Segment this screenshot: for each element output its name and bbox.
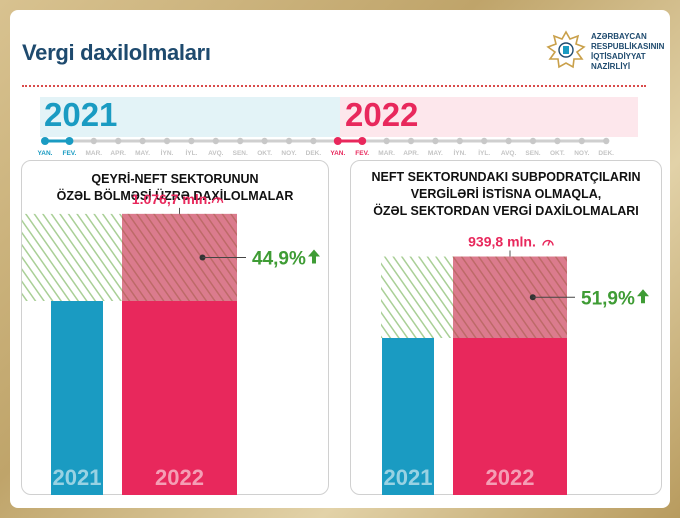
- timeline-month-label: SEN.: [233, 150, 248, 157]
- timeline-month-label: APR.: [110, 150, 126, 157]
- timeline-dot: [90, 137, 98, 145]
- timeline-month-label: NOY.: [574, 150, 589, 157]
- gauge-icon: [542, 239, 554, 246]
- timeline-dot: [261, 137, 268, 145]
- timeline-dot: [333, 137, 342, 145]
- timeline-dot: [188, 137, 195, 145]
- chart-title-line: VERGİLƏRİ İSTİSNA OLMAQLA,: [410, 187, 602, 201]
- ministry-name: AZƏRBAYCAN RESPUBLİKASININ İQTİSADİYYAT …: [591, 32, 664, 72]
- timeline-dot: [115, 137, 122, 145]
- timeline-month-label: OKT.: [550, 150, 565, 157]
- chart-title: NEFT SEKTORUNDAKI SUBPODRATÇILARIN VERGİ…: [351, 169, 661, 220]
- timeline-month-label: SEN.: [525, 150, 540, 157]
- bar-chart: 2021 2022 939,8 mln. 51,9%: [381, 234, 649, 495]
- growth-label: 51,9%: [581, 288, 635, 309]
- timeline-dot: [212, 137, 219, 145]
- bar-category-label: 2022: [155, 465, 204, 490]
- value-label: 1.076,7 mln.: [132, 191, 211, 207]
- band-2022: [340, 97, 638, 137]
- timeline-dot: [578, 137, 585, 145]
- chart-panel-private-sector: NEFT SEKTORUNDAKI SUBPODRATÇILARIN VERGİ…: [350, 160, 662, 495]
- page-title: Vergi daxilolmaları: [22, 40, 211, 65]
- bar-category-label: 2021: [384, 465, 433, 490]
- ministry-line: AZƏRBAYCAN: [591, 32, 647, 41]
- timeline-month-label: AVQ.: [501, 150, 517, 157]
- arrow-up-icon: [308, 249, 320, 264]
- timeline-dot: [163, 137, 171, 145]
- growth-label: 44,9%: [252, 248, 306, 269]
- timeline-month-label: FEV.: [355, 150, 369, 157]
- timeline-month-label: OKT.: [257, 150, 272, 157]
- timeline-month-label: DEK.: [598, 150, 614, 157]
- chart-title-line: QEYRİ-NEFT SEKTORUNUN: [91, 172, 259, 186]
- timeline-dot: [237, 137, 244, 145]
- dotted-divider: [22, 85, 646, 87]
- ministry-line: NAZİRLİYİ: [591, 62, 631, 71]
- timeline-month-label: YAN.: [330, 150, 345, 157]
- timeline-month-label: İYN.: [161, 149, 174, 157]
- timeline-dot: [505, 137, 512, 145]
- timeline-month-label: AVQ.: [208, 150, 224, 157]
- gauge-needle: [216, 197, 221, 204]
- chart-title: QEYRİ-NEFT SEKTORUNUN ÖZƏL BÖLMƏSİ ÜZRƏ …: [22, 171, 328, 205]
- timeline-month-label: MAY.: [135, 150, 150, 157]
- timeline-month-label: NOY.: [281, 150, 296, 157]
- growth-marker: [529, 294, 536, 301]
- timeline-dot: [310, 137, 317, 145]
- ministry-line: İQTİSADİYYAT: [591, 52, 646, 61]
- bar-chart: 2021 2022 1.076,7 mln. 44,9%: [22, 191, 320, 495]
- chart-title-line: ÖZƏL BÖLMƏSİ ÜZRƏ DAXİLOLMALAR: [56, 189, 294, 203]
- bar-2021: [51, 301, 103, 495]
- timeline-dot: [65, 137, 74, 145]
- bar-category-label: 2021: [53, 465, 102, 490]
- timeline-dot: [432, 137, 439, 145]
- timeline-dot: [41, 137, 49, 145]
- year-2021-label: 2021: [44, 96, 118, 133]
- timeline-month-label: MAY.: [428, 150, 443, 157]
- chart-title-line: NEFT SEKTORUNDAKI SUBPODRATÇILARIN: [371, 170, 641, 184]
- timeline-month-label: FEV.: [62, 150, 76, 157]
- timeline-dot: [285, 137, 293, 145]
- timeline-dot: [358, 137, 367, 145]
- year-2022-label: 2022: [345, 96, 419, 133]
- chart-title-line: ÖZƏL SEKTORDAN VERGİ DAXİLOLMALARI: [373, 204, 639, 218]
- chart-panel-non-oil: QEYRİ-NEFT SEKTORUNUN ÖZƏL BÖLMƏSİ ÜZRƏ …: [21, 160, 329, 495]
- arrow-up-icon: [637, 289, 649, 304]
- timeline-dot: [139, 137, 146, 145]
- bar-2022: [453, 338, 567, 495]
- timeline-dot: [603, 137, 610, 145]
- bar-category-label: 2022: [486, 465, 535, 490]
- bar-2021: [382, 338, 434, 495]
- timeline-dot: [554, 137, 561, 145]
- timeline-month-label: İYN.: [453, 149, 466, 157]
- timeline-dot: [456, 137, 463, 145]
- ministry-logo: AZƏRBAYCAN RESPUBLİKASININ İQTİSADİYYAT …: [545, 30, 665, 80]
- timeline-month-label: DEK.: [306, 150, 322, 157]
- gauge-needle: [547, 240, 551, 246]
- timeline-dot: [481, 137, 488, 145]
- band-2021: [40, 97, 340, 137]
- timeline-month-label: YAN.: [38, 150, 53, 157]
- timeline-month-label: APR.: [403, 150, 419, 157]
- bar-2022: [122, 301, 237, 495]
- timeline-month-label: İYL.: [478, 149, 490, 157]
- timeline-month-label: MAR.: [378, 150, 395, 157]
- timeline-dot: [407, 137, 415, 145]
- timeline-month-label: İYL.: [185, 149, 197, 157]
- month-timeline: YAN. FEV. MAR. APR. MAY. İYN. İYL. AVQ. SEN. OKT.…: [38, 137, 614, 157]
- timeline-month-label: MAR.: [85, 150, 102, 157]
- timeline-dot: [383, 137, 390, 145]
- emblem-icon: [546, 30, 586, 69]
- ministry-line: RESPUBLİKASININ: [591, 42, 665, 51]
- value-label: 939,8 mln.: [468, 234, 536, 250]
- timeline-dot: [529, 137, 537, 145]
- gauge-icon: [211, 197, 224, 204]
